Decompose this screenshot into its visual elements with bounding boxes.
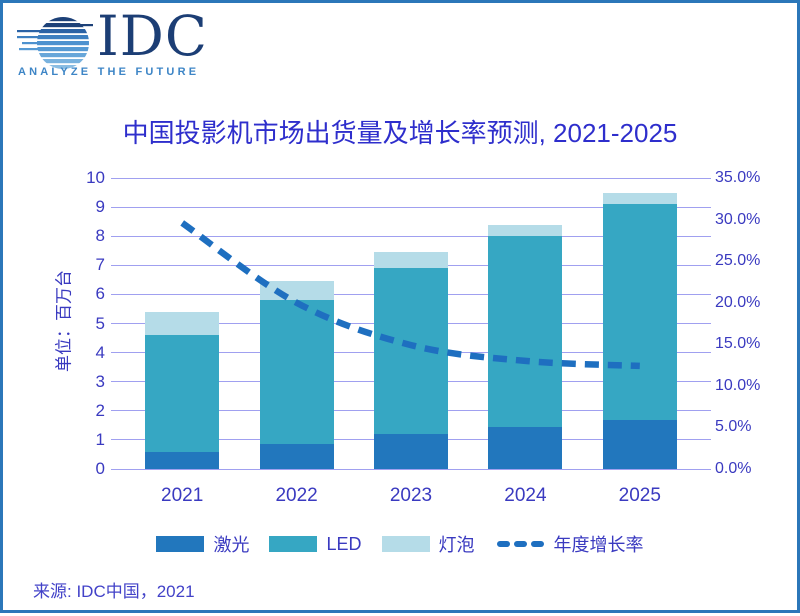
right-tick — [697, 410, 711, 412]
x-axis-label-2022: 2022 — [275, 485, 318, 506]
right-tick — [697, 206, 711, 208]
left-tick — [111, 235, 125, 237]
left-axis-tick-label: 6 — [95, 284, 105, 304]
left-tick — [111, 381, 125, 383]
right-tick — [697, 177, 711, 179]
right-tick — [697, 235, 711, 237]
bar-segment-2022-LED — [259, 300, 334, 445]
legend-swatch-激光 — [156, 536, 205, 552]
right-axis-tick-label: 20.0% — [715, 293, 761, 311]
left-tick — [111, 410, 125, 412]
legend-label: 激光 — [213, 535, 250, 555]
right-axis-tick-label: 25.0% — [715, 252, 761, 270]
bar-segment-2024-灯泡 — [488, 224, 563, 237]
left-axis-tick-label: 9 — [95, 197, 105, 217]
left-axis-tick-label: 1 — [95, 429, 105, 449]
left-axis-tick-label: 5 — [95, 313, 105, 333]
gridline — [125, 177, 697, 179]
bar-segment-2022-激光 — [259, 444, 334, 469]
plot-area: 0 1 2 3 4 5 6 7 8 9 10 0.0% 5.0% 10.0% 15.0% 20.0% 25.0%… — [3, 3, 797, 610]
bar-segment-2021-激光 — [145, 451, 220, 469]
bar-segment-2021-灯泡 — [145, 311, 220, 336]
bar-segment-2025-激光 — [602, 419, 677, 469]
right-axis-tick-label: 10.0% — [715, 376, 761, 394]
left-tick — [111, 177, 125, 179]
bar-segment-2025-LED — [602, 204, 677, 420]
right-axis-tick-label: 30.0% — [715, 210, 761, 228]
bar-segment-2024-激光 — [488, 426, 563, 469]
right-tick — [697, 323, 711, 324]
bar-segment-2024-LED — [488, 236, 563, 427]
left-tick — [111, 439, 125, 441]
left-axis-tick-label: 8 — [95, 226, 105, 246]
bar-segment-2022-灯泡 — [259, 281, 334, 301]
legend-item-LED: LED — [269, 533, 362, 555]
idc-globe-icon — [17, 17, 93, 69]
right-axis-tick-label: 35.0% — [715, 169, 761, 186]
bar-segment-2023-LED — [374, 268, 448, 435]
legend: 激光 LED 灯泡 年度增长率 — [3, 531, 797, 557]
chart-title: 中国投影机市场出货量及增长率预测, 2021-2025 — [122, 118, 678, 148]
x-axis-label-2023: 2023 — [389, 485, 433, 506]
right-tick — [697, 381, 711, 383]
legend-dash-icon — [496, 541, 544, 547]
x-axis-label-2025: 2025 — [618, 485, 661, 506]
left-axis-tick-label: 2 — [95, 400, 105, 420]
legend-swatch-LED — [269, 536, 318, 552]
left-axis-tick-label: 0 — [95, 459, 105, 478]
gridline — [125, 206, 697, 208]
left-axis-tick-label: 7 — [95, 255, 105, 275]
left-tick — [111, 264, 125, 266]
x-axis-label-2021: 2021 — [161, 485, 204, 506]
legend-label: LED — [326, 533, 362, 554]
left-axis-tick-label: 3 — [95, 371, 105, 391]
left-tick — [111, 323, 125, 324]
source-note: 来源: IDC中国，2021 — [33, 582, 195, 601]
left-axis-tick-label: 10 — [86, 168, 105, 187]
left-tick — [111, 293, 125, 295]
idc-logo-tagline: ANALYZE THE FUTURE — [18, 66, 200, 78]
right-tick — [697, 468, 711, 470]
right-axis-tick-label: 0.0% — [715, 460, 752, 477]
bar-segment-2023-灯泡 — [374, 252, 448, 269]
legend-label: 年度增长率 — [553, 535, 644, 555]
x-axis-label-2024: 2024 — [504, 485, 547, 506]
right-tick — [697, 439, 711, 441]
left-tick — [111, 352, 125, 354]
right-axis-tick-label: 5.0% — [715, 418, 752, 436]
gridline — [125, 468, 697, 470]
left-axis-tick-label: 4 — [95, 342, 105, 362]
legend-item-激光: 激光 — [156, 531, 249, 557]
right-tick — [697, 264, 711, 266]
left-tick — [111, 206, 125, 208]
left-tick — [111, 468, 125, 470]
right-axis-tick-label: 15.0% — [715, 335, 761, 353]
bar-segment-2023-激光 — [374, 434, 448, 469]
bar-segment-2021-LED — [145, 335, 220, 452]
bar-segment-2025-灯泡 — [602, 192, 677, 205]
right-tick — [697, 293, 711, 295]
legend-item-年度增长率: 年度增长率 — [495, 531, 644, 557]
idc-logo-text: IDC — [97, 4, 208, 68]
legend-label: 灯泡 — [438, 535, 475, 555]
legend-item-灯泡: 灯泡 — [381, 531, 475, 557]
legend-swatch-灯泡 — [381, 536, 430, 552]
right-tick — [697, 352, 711, 354]
